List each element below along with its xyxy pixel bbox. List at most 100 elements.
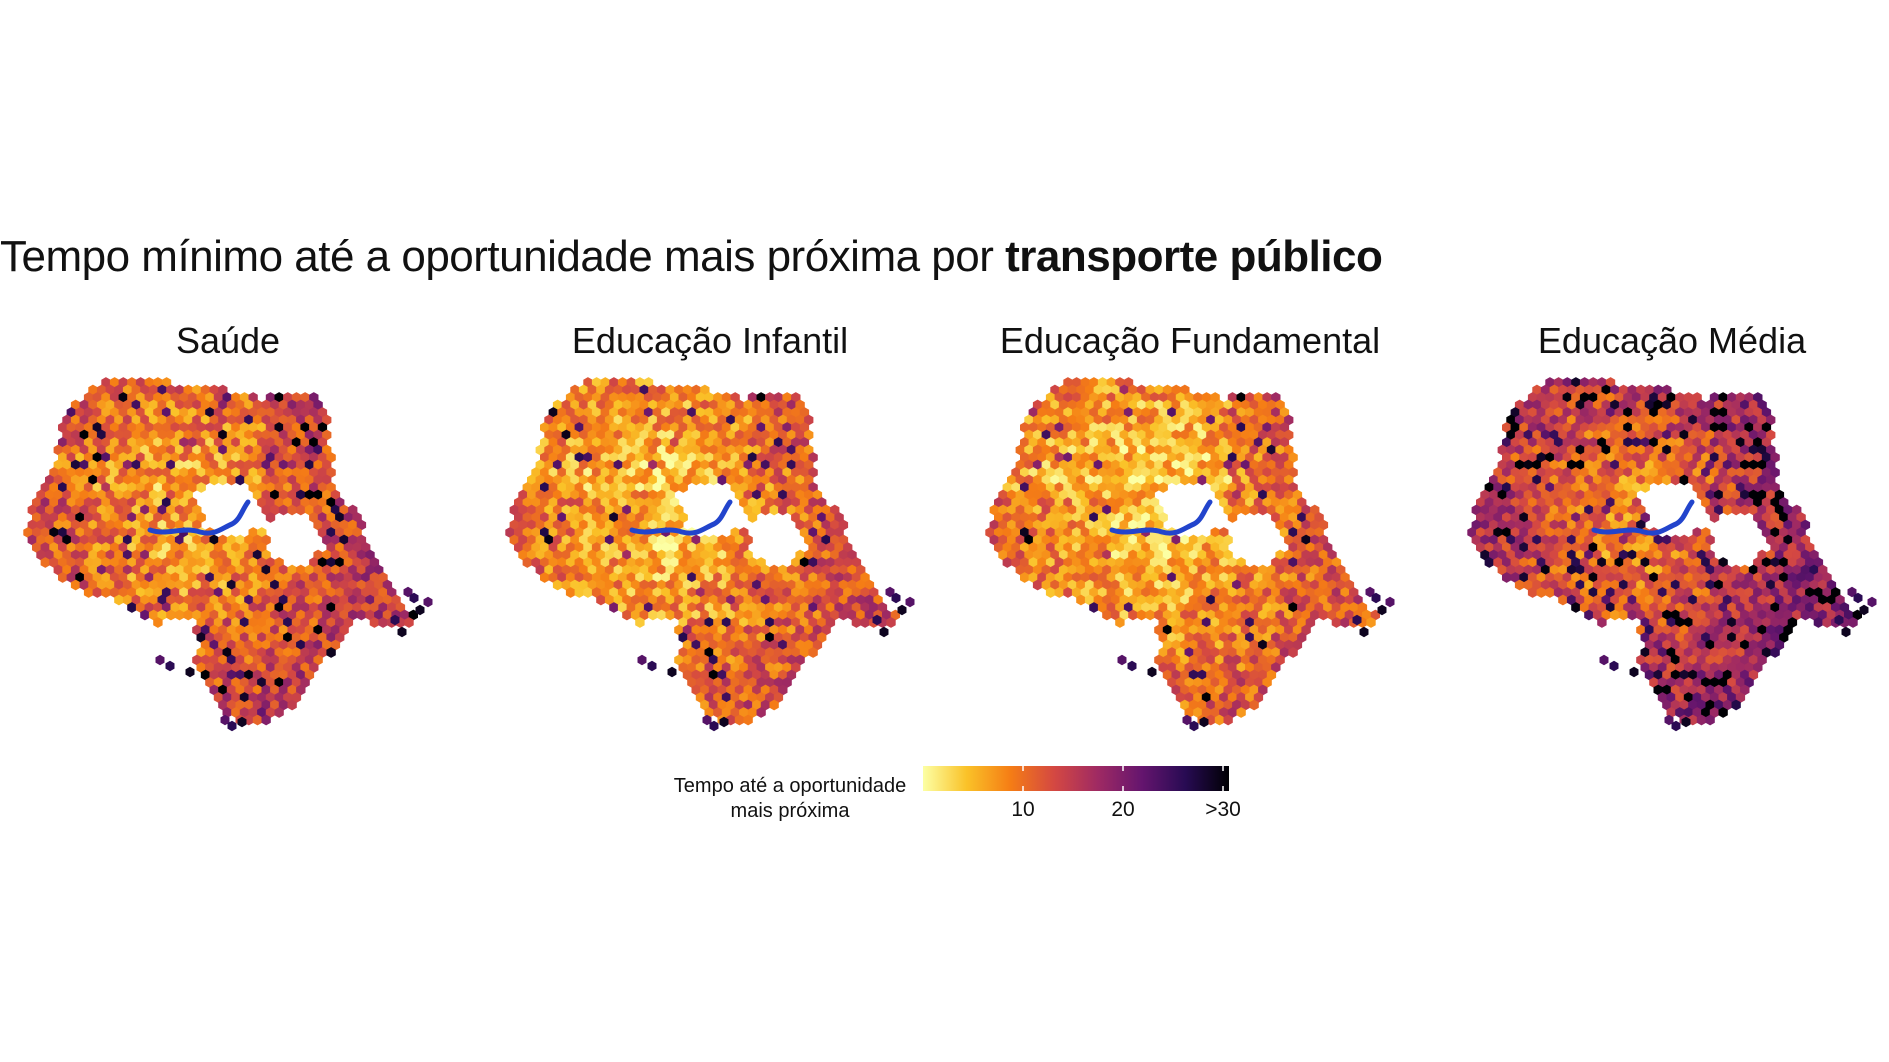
hex-cell bbox=[1584, 384, 1594, 396]
hex-cell bbox=[756, 662, 766, 673]
hex-cell bbox=[1605, 497, 1616, 508]
hex-cell bbox=[622, 549, 632, 561]
hex-cell bbox=[88, 474, 98, 486]
hex-cell bbox=[1748, 564, 1759, 576]
hex-cell bbox=[1206, 414, 1216, 426]
hex-cell bbox=[1575, 579, 1585, 591]
hex-cell bbox=[1549, 459, 1559, 471]
hex-cell bbox=[1497, 534, 1507, 546]
hex-cell bbox=[1240, 654, 1251, 666]
hex-cell bbox=[561, 549, 571, 561]
hex-cell bbox=[522, 542, 532, 553]
hex-cell bbox=[1102, 459, 1112, 471]
hex-cell bbox=[613, 564, 623, 576]
hex-cell bbox=[1666, 542, 1676, 553]
hex-cell bbox=[1670, 639, 1681, 651]
hex-cell bbox=[1227, 647, 1238, 658]
hex-cell bbox=[1171, 474, 1181, 486]
hex-cell bbox=[734, 414, 745, 426]
hex-cell bbox=[630, 504, 641, 516]
hex-cell bbox=[587, 459, 597, 471]
hex-cell bbox=[1097, 497, 1108, 508]
hex-cell bbox=[144, 557, 154, 568]
hex-cell bbox=[1180, 654, 1190, 666]
hex-cell bbox=[626, 497, 636, 508]
hex-cell bbox=[791, 392, 801, 403]
hex-cell bbox=[300, 617, 310, 628]
hex-cell bbox=[635, 392, 645, 403]
hex-cell bbox=[248, 452, 258, 463]
hex-cell bbox=[743, 609, 753, 621]
hex-cell bbox=[1067, 519, 1077, 531]
hex-cell bbox=[1631, 542, 1642, 553]
hex-cell bbox=[330, 639, 341, 651]
hex-cell bbox=[1735, 422, 1746, 433]
hex-cell bbox=[1519, 512, 1529, 523]
hex-cell bbox=[643, 557, 654, 568]
hex-cell bbox=[1735, 572, 1746, 583]
hex-cell bbox=[1162, 549, 1173, 561]
hex-cell bbox=[170, 497, 180, 508]
hex-cell bbox=[1692, 452, 1702, 463]
hex-cell bbox=[209, 384, 219, 396]
hex-cell bbox=[1080, 467, 1090, 478]
hex-cell bbox=[1644, 429, 1655, 441]
hex-cell bbox=[791, 647, 801, 658]
hex-cell bbox=[300, 587, 310, 598]
hex-cell bbox=[196, 437, 206, 448]
hex-cell bbox=[734, 534, 745, 546]
hex-cell bbox=[665, 444, 675, 456]
hex-cell-outlier bbox=[1365, 586, 1375, 598]
hex-cell bbox=[1666, 392, 1676, 403]
hex-cell bbox=[1184, 467, 1194, 478]
hex-cell bbox=[1636, 399, 1646, 411]
hex-cell bbox=[1141, 557, 1151, 568]
hex-cell bbox=[1809, 609, 1819, 621]
hex-cell bbox=[726, 414, 736, 426]
hex-cell bbox=[1709, 587, 1720, 598]
hex-cell bbox=[235, 684, 245, 696]
hex-cell bbox=[1171, 549, 1181, 561]
hex-cell bbox=[1471, 519, 1481, 531]
hex-cell bbox=[261, 624, 271, 636]
hex-cell bbox=[617, 572, 628, 583]
hex-cell bbox=[1119, 549, 1129, 561]
hex-cell bbox=[200, 624, 211, 636]
hex-cell bbox=[1562, 587, 1572, 598]
hex-cell bbox=[1063, 542, 1073, 553]
hex-cell bbox=[1292, 504, 1303, 516]
hex-cell bbox=[1549, 519, 1559, 531]
hex-cell bbox=[998, 489, 1008, 501]
hex-cell bbox=[127, 527, 137, 538]
hex-cell bbox=[1623, 512, 1633, 523]
hex-cell bbox=[200, 429, 211, 441]
hex-cell bbox=[1731, 429, 1741, 441]
hex-cell bbox=[691, 579, 701, 591]
hex-cell bbox=[1696, 549, 1707, 561]
hex-cell bbox=[226, 414, 237, 426]
hex-cell bbox=[574, 527, 584, 538]
hex-cell bbox=[122, 519, 133, 531]
hex-cell bbox=[1288, 602, 1298, 613]
hex-cell bbox=[1571, 587, 1581, 598]
hex-cell bbox=[769, 669, 779, 681]
hex-cell bbox=[352, 512, 362, 523]
hex-cell bbox=[743, 639, 753, 651]
hex-cell bbox=[1266, 459, 1277, 471]
hex-cell bbox=[778, 414, 788, 426]
hex-cell bbox=[604, 594, 615, 606]
hex-cell bbox=[235, 429, 245, 441]
hex-cell bbox=[617, 377, 628, 388]
hex-cell bbox=[1571, 572, 1581, 583]
hex-cell bbox=[1262, 632, 1272, 643]
hex-cell bbox=[187, 557, 198, 568]
hex-cell bbox=[283, 572, 293, 583]
hex-cell bbox=[1071, 527, 1082, 538]
hex-cell bbox=[1210, 662, 1220, 673]
hex-cell bbox=[174, 444, 185, 456]
hex-cell bbox=[1688, 564, 1698, 576]
hex-cell bbox=[252, 549, 263, 561]
hex-cell bbox=[70, 489, 81, 501]
hex-cell bbox=[1774, 549, 1785, 561]
hex-cell bbox=[760, 579, 771, 591]
